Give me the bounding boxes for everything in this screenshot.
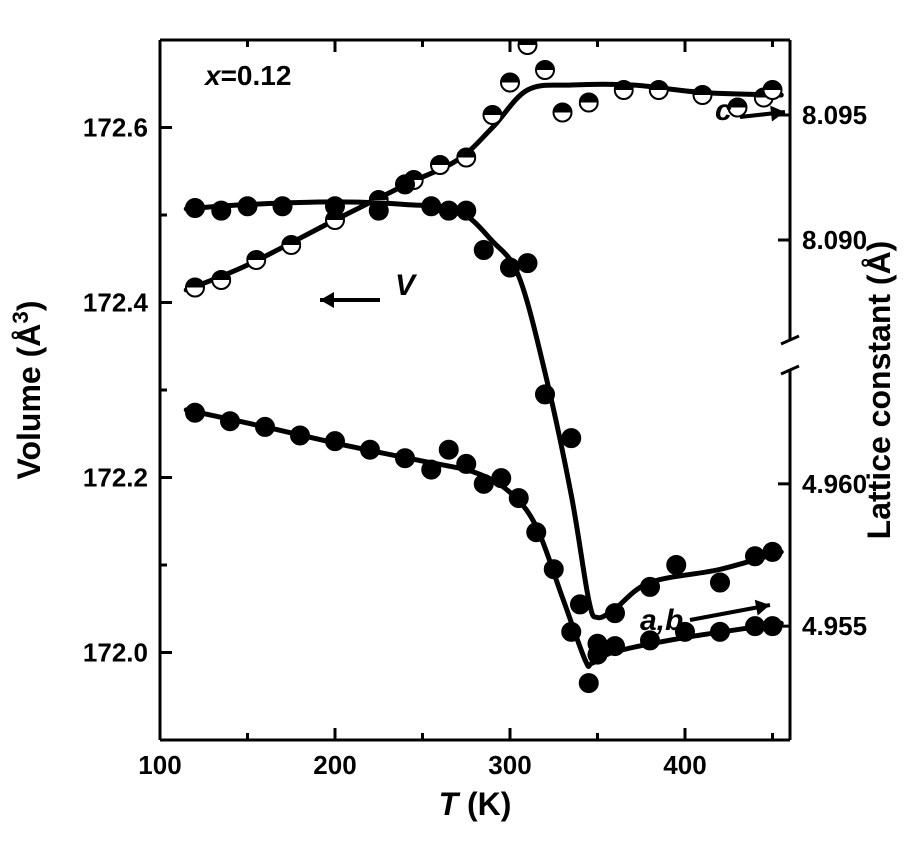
series-ab-marker: [562, 623, 580, 641]
series-V-marker: [370, 202, 388, 220]
y-right-tick-label: 8.090: [802, 225, 867, 255]
series-ab-marker: [440, 441, 458, 459]
series-V-marker: [186, 199, 204, 217]
series-c-marker: [247, 251, 265, 269]
series-ab-marker: [186, 404, 204, 422]
annotation-ab: a,b: [640, 604, 683, 637]
series-ab-marker: [746, 617, 764, 635]
series-ab-marker: [221, 412, 239, 430]
series-c-marker: [650, 81, 668, 99]
series-V-marker: [667, 556, 685, 574]
series-c-marker: [484, 106, 502, 124]
series-V-marker: [641, 578, 659, 596]
series-c-marker: [536, 61, 554, 79]
series-ab-marker: [457, 455, 475, 473]
series-c-marker: [501, 74, 519, 92]
series-ab-marker: [492, 469, 510, 487]
x-tick-label: 400: [663, 750, 706, 780]
series-V-marker: [396, 175, 414, 193]
series-ab-marker: [589, 646, 607, 664]
series-ab-marker: [475, 475, 493, 493]
y-left-axis-label: Volume (Å3): [8, 301, 48, 480]
series-c-marker: [282, 236, 300, 254]
series-V-marker: [440, 202, 458, 220]
series-V-marker: [212, 202, 230, 220]
series-ab-marker: [326, 432, 344, 450]
series-ab-marker: [580, 674, 598, 692]
series-V-marker: [536, 385, 554, 403]
series-V-marker: [501, 259, 519, 277]
series-c-marker: [554, 104, 572, 122]
x-tick-label: 300: [488, 750, 531, 780]
chart-container: 100 200 300 400 172.0 172.2 172.4 172.6 8.090 8.0…: [0, 0, 915, 853]
series-ab-marker: [510, 489, 528, 507]
series-c-marker: [212, 271, 230, 289]
y-right-tick-label: 4.955: [802, 611, 867, 641]
series-V-marker: [519, 254, 537, 272]
series-V-marker: [239, 197, 257, 215]
series-c-marker: [764, 81, 782, 99]
y-left-tick-label: 172.2: [83, 463, 148, 493]
series-V-marker: [274, 197, 292, 215]
x-tick-label: 200: [313, 750, 356, 780]
series-ab-marker: [291, 426, 309, 444]
series-V-marker: [562, 429, 580, 447]
annotation-arrow-head: [755, 600, 770, 616]
series-ab-marker: [256, 418, 274, 436]
series-V-marker: [764, 543, 782, 561]
series-c-marker: [615, 81, 633, 99]
annotation-arrow-head: [770, 106, 785, 122]
y-left-tick-label: 172.6: [83, 113, 148, 143]
series-V-marker: [606, 604, 624, 622]
series-ab-marker: [361, 441, 379, 459]
series-ab-marker: [764, 617, 782, 635]
series-V-marker: [746, 547, 764, 565]
annotation-V: V: [395, 269, 418, 302]
y-left-tick-label: 172.4: [83, 288, 149, 318]
series-ab-marker: [396, 449, 414, 467]
y-right-tick-label: 8.095: [802, 100, 867, 130]
y-right-axis-label: Lattice constant (Å): [861, 241, 897, 540]
series-ab-marker: [527, 523, 545, 541]
series-ab-marker: [711, 623, 729, 641]
annotation-arrow-head: [320, 292, 334, 308]
series-V-marker: [326, 197, 344, 215]
series-c-marker: [431, 156, 449, 174]
series-c-marker: [186, 279, 204, 297]
y-left-tick-label: 172.0: [83, 638, 148, 668]
x-axis-label: T (K): [439, 786, 512, 822]
series-V-marker: [475, 241, 493, 259]
annotation-c: c: [715, 94, 732, 127]
series-ab-marker: [606, 637, 624, 655]
series-c-marker: [457, 149, 475, 167]
x-tick-label: 100: [138, 750, 181, 780]
corner-label: x=0.12: [203, 60, 291, 91]
series-V-marker: [711, 574, 729, 592]
series-ab-marker: [422, 461, 440, 479]
chart-svg: 100 200 300 400 172.0 172.2 172.4 172.6 8.090 8.0…: [0, 0, 915, 853]
series-V-curve: [186, 202, 781, 618]
series-V-marker: [457, 202, 475, 220]
series-ab-marker: [545, 560, 563, 578]
series-V-marker: [571, 595, 589, 613]
y-right-tick-label: 4.960: [802, 469, 867, 499]
series-V-marker: [422, 197, 440, 215]
series-c-marker: [694, 86, 712, 104]
series-c-marker: [580, 94, 598, 112]
